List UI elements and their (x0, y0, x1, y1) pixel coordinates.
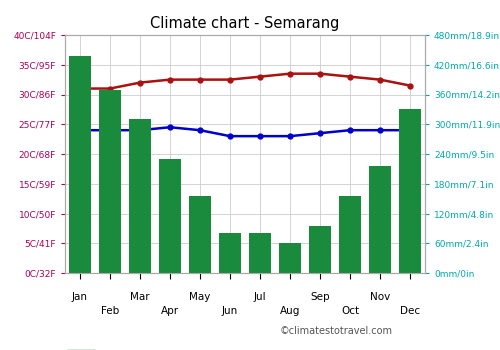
Text: Mar: Mar (130, 293, 150, 302)
Text: Feb: Feb (101, 306, 119, 316)
Bar (219, 233, 241, 273)
Bar (279, 243, 301, 273)
Text: Jun: Jun (222, 306, 238, 316)
Bar (369, 166, 391, 273)
Bar (339, 196, 361, 273)
Text: Aug: Aug (280, 306, 300, 316)
Text: Nov: Nov (370, 293, 390, 302)
Text: Apr: Apr (161, 306, 179, 316)
Bar (189, 196, 211, 273)
Text: Sep: Sep (310, 293, 330, 302)
Bar (159, 159, 181, 273)
Bar (249, 233, 271, 273)
Bar (399, 109, 421, 273)
Bar (69, 56, 91, 273)
Bar (309, 226, 331, 273)
Text: Jul: Jul (254, 293, 266, 302)
Text: Oct: Oct (341, 306, 359, 316)
Bar (129, 119, 151, 273)
Text: May: May (190, 293, 210, 302)
Text: Dec: Dec (400, 306, 420, 316)
Bar (99, 90, 121, 273)
Text: ©climatestotravel.com: ©climatestotravel.com (280, 326, 393, 336)
Text: Jan: Jan (72, 293, 88, 302)
Title: Climate chart - Semarang: Climate chart - Semarang (150, 16, 340, 31)
